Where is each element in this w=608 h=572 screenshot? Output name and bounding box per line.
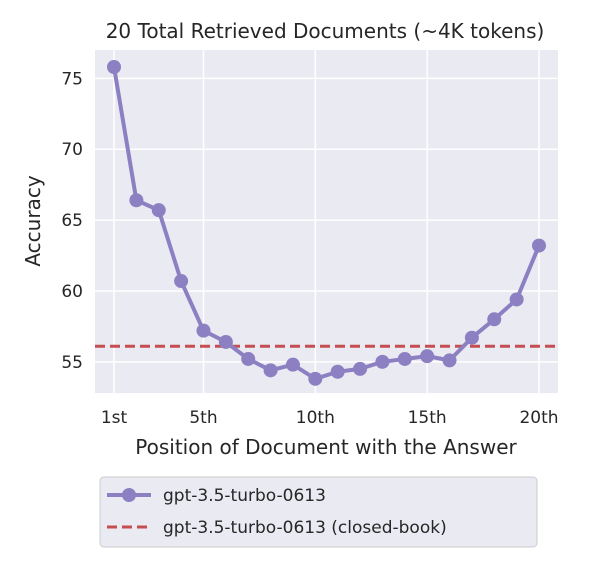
x-axis-label: Position of Document with the Answer xyxy=(135,435,517,459)
y-tick-label: 55 xyxy=(61,353,83,373)
data-point xyxy=(464,330,479,345)
data-point xyxy=(531,238,546,253)
data-point xyxy=(107,60,122,75)
data-point xyxy=(129,193,144,208)
x-tick-label: 5th xyxy=(189,408,217,428)
data-point xyxy=(218,334,233,349)
series-layer xyxy=(95,60,558,386)
legend-box xyxy=(99,476,538,548)
data-point xyxy=(487,312,502,327)
y-axis-label: Accuracy xyxy=(21,175,45,266)
grid xyxy=(95,50,558,393)
y-tick-label: 70 xyxy=(61,140,83,160)
data-point xyxy=(353,361,368,376)
legend-label-1: gpt-3.5-turbo-0613 (closed-book) xyxy=(163,518,447,538)
legend-label-0: gpt-3.5-turbo-0613 xyxy=(163,486,326,506)
data-point xyxy=(285,357,300,372)
data-point xyxy=(263,363,278,378)
data-point xyxy=(196,323,211,338)
data-point xyxy=(330,364,345,379)
x-tick-label: 20th xyxy=(519,408,558,428)
x-tick-labels: 1st 5th 10th 15th 20th xyxy=(101,408,559,428)
legend: gpt-3.5-turbo-0613 gpt-3.5-turbo-0613 (c… xyxy=(99,476,538,548)
data-point xyxy=(151,203,166,218)
data-point xyxy=(397,351,412,366)
data-point xyxy=(174,274,189,289)
x-tick-label: 1st xyxy=(101,408,128,428)
legend-marker-0 xyxy=(122,488,136,502)
data-point xyxy=(241,351,256,366)
data-point xyxy=(420,349,435,364)
y-tick-label: 60 xyxy=(61,282,83,302)
plot-area xyxy=(95,50,558,393)
data-point xyxy=(509,292,524,307)
y-tick-label: 75 xyxy=(61,69,83,89)
x-tick-label: 10th xyxy=(296,408,335,428)
data-point xyxy=(308,371,323,386)
x-tick-label: 15th xyxy=(408,408,447,428)
chart-title: 20 Total Retrieved Documents (~4K tokens… xyxy=(106,19,545,43)
y-tick-labels: 55 60 65 70 75 xyxy=(61,69,83,372)
y-tick-label: 65 xyxy=(61,211,83,231)
data-point xyxy=(375,354,390,369)
data-point xyxy=(442,353,457,368)
